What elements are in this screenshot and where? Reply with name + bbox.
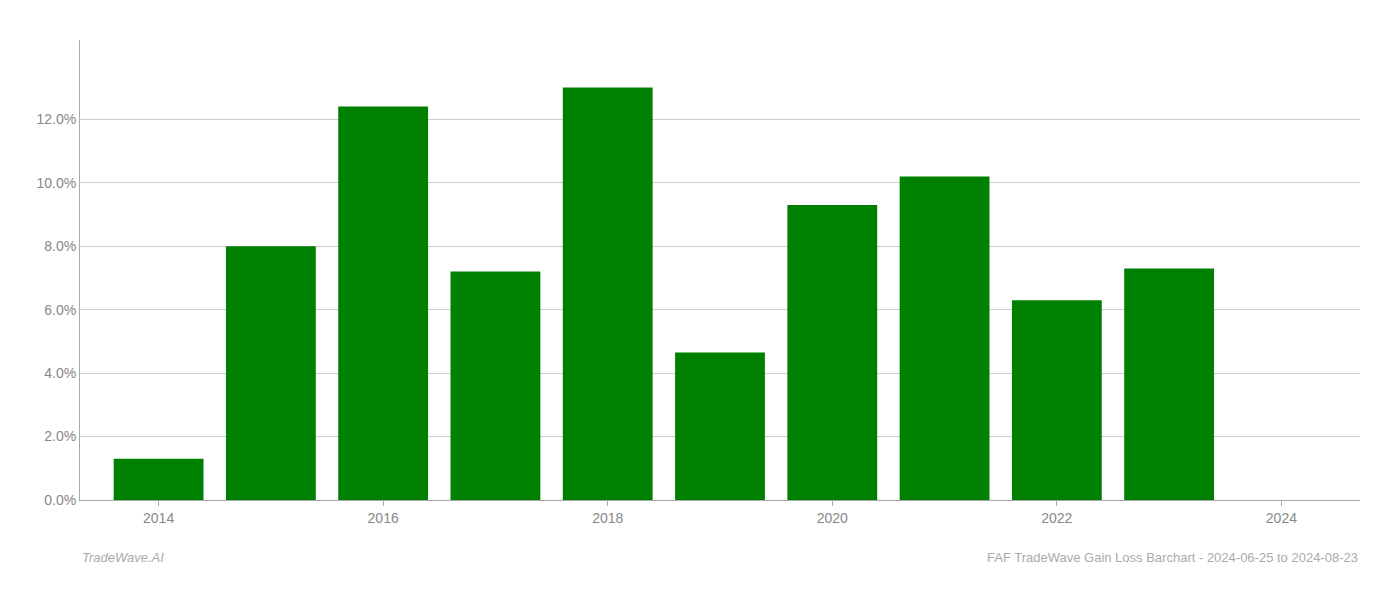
svg-text:2024: 2024: [1266, 510, 1297, 526]
svg-text:12.0%: 12.0%: [36, 111, 76, 127]
svg-text:2014: 2014: [143, 510, 174, 526]
svg-text:2020: 2020: [817, 510, 848, 526]
svg-text:2.0%: 2.0%: [44, 428, 76, 444]
svg-text:0.0%: 0.0%: [44, 492, 76, 508]
svg-text:TradeWave.AI: TradeWave.AI: [82, 550, 164, 565]
svg-text:10.0%: 10.0%: [36, 175, 76, 191]
svg-text:2022: 2022: [1041, 510, 1072, 526]
svg-text:8.0%: 8.0%: [44, 238, 76, 254]
svg-text:6.0%: 6.0%: [44, 302, 76, 318]
svg-text:FAF TradeWave Gain Loss Barcha: FAF TradeWave Gain Loss Barchart - 2024-…: [987, 550, 1358, 565]
svg-text:2016: 2016: [368, 510, 399, 526]
svg-text:2018: 2018: [592, 510, 623, 526]
svg-text:4.0%: 4.0%: [44, 365, 76, 381]
